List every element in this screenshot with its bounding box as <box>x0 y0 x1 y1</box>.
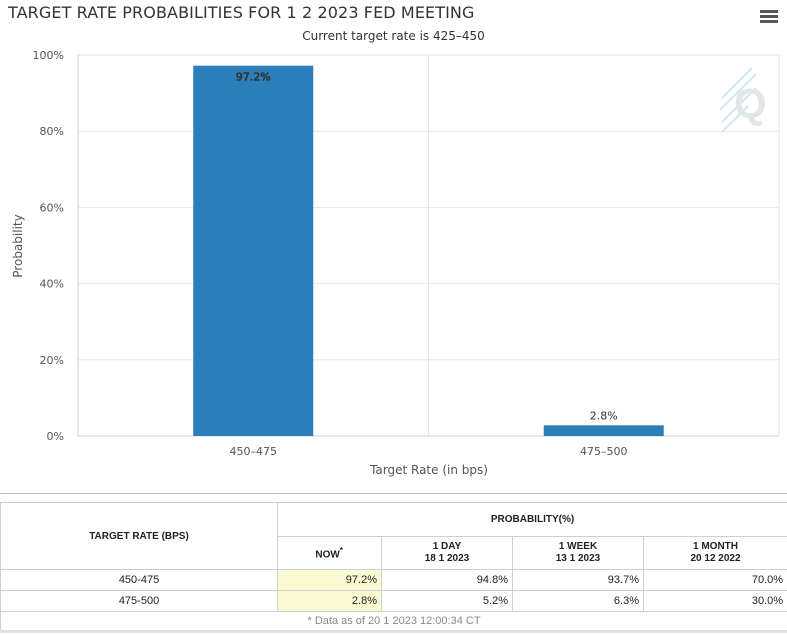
value-cell: 30.0% <box>642 590 787 612</box>
col-header-now: NOW* <box>277 535 382 570</box>
divider <box>0 493 787 494</box>
x-tick-label: 450–475 <box>230 445 278 458</box>
data-label: 2.8% <box>590 409 618 422</box>
value-cell: 5.2% <box>381 590 513 612</box>
chart-gridlines <box>77 54 780 437</box>
rate-cell: 475-500 <box>0 590 278 612</box>
table-row: 475-500 2.8% 5.2% 6.3% 30.0% <box>0 590 787 612</box>
y-tick-label: 40% <box>40 278 64 291</box>
svg-text:Q: Q <box>734 80 767 127</box>
bar-chart: Q 97.2% 2.8% 0% 20% 40% 60% 80% 100% 450–475 47… <box>11 49 780 477</box>
hamburger-menu-icon[interactable] <box>760 10 778 26</box>
y-tick-label: 80% <box>40 125 64 138</box>
rate-column-header: TARGET RATE (BPS) <box>0 502 278 570</box>
col-header-1-month: 1 MONTH 20 12 2022 <box>642 535 787 570</box>
value-cell: 93.7% <box>512 569 644 591</box>
data-label: 97.2% <box>236 71 271 84</box>
value-cell: 6.3% <box>512 590 644 612</box>
col-header-1-day: 1 DAY 18 1 2023 <box>381 535 513 570</box>
y-axis-title: Probability <box>11 214 25 277</box>
value-cell: 94.8% <box>381 569 513 591</box>
rate-cell: 450-475 <box>0 569 278 591</box>
chart-subtitle: Current target rate is 425–450 <box>302 29 485 43</box>
bar[interactable] <box>193 65 314 436</box>
table-row: 450-475 97.2% 94.8% 93.7% 70.0% <box>0 569 787 591</box>
y-tick-label: 100% <box>33 49 64 62</box>
y-tick-label: 60% <box>40 201 64 214</box>
data-timestamp-footnote: * Data as of 20 1 2023 12:00:34 CT <box>0 611 787 633</box>
x-tick-label: 475–500 <box>580 445 628 458</box>
now-value-cell: 2.8% <box>277 590 382 612</box>
bar[interactable] <box>543 425 664 436</box>
x-axis-title: Target Rate (in bps) <box>369 463 488 477</box>
col-header-1-week: 1 WEEK 13 1 2023 <box>512 535 644 570</box>
q-logo-icon: Q <box>719 67 767 133</box>
probability-header: PROBABILITY(%) <box>276 502 787 537</box>
y-tick-label: 20% <box>40 354 64 367</box>
chart-title: TARGET RATE PROBABILITIES FOR 1 2 2023 F… <box>8 3 475 22</box>
y-tick-label: 0% <box>47 430 64 443</box>
now-value-cell: 97.2% <box>277 569 382 591</box>
probability-table: TARGET RATE (BPS) PROBABILITY(%) NOW* 1 … <box>0 502 787 633</box>
value-cell: 70.0% <box>642 569 787 591</box>
